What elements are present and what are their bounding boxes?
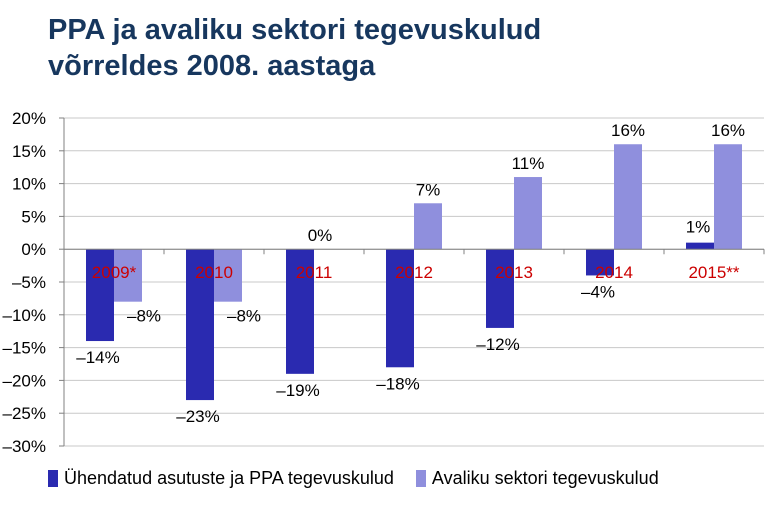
y-tick-label: 5% (21, 207, 46, 226)
legend-swatch-series-2 (415, 470, 426, 487)
data-label-series-2-2015**: 16% (711, 121, 745, 140)
bar-series-2-2014 (614, 144, 642, 250)
y-tick-label: 0% (21, 240, 46, 259)
y-tick-label: 15% (12, 142, 46, 161)
y-tick-label: –30% (3, 437, 46, 456)
legend-item-series-1: Ühendatud asutuste ja PPA tegevuskulud (48, 468, 394, 489)
y-tick-label: –5% (12, 273, 46, 292)
legend-label-series-1: Ühendatud asutuste ja PPA tegevuskulud (64, 468, 394, 488)
data-label-series-2-2010: –8% (227, 307, 261, 326)
data-label-series-1-2009*: –14% (76, 348, 119, 367)
chart-title: PPA ja avaliku sektori tegevuskulud võrr… (48, 12, 748, 84)
data-label-series-1-2012: –18% (376, 374, 419, 393)
y-tick-label: –25% (3, 404, 46, 423)
bar-series-1-2014 (586, 249, 614, 276)
chart-title-line-1: PPA ja avaliku sektori tegevuskulud (48, 14, 542, 46)
bar-series-1-2015** (686, 242, 714, 250)
x-category-label-2011: 2011 (296, 263, 333, 282)
x-category-label-2012: 2012 (395, 263, 433, 282)
data-label-series-2-2009*: –8% (127, 307, 161, 326)
data-label-series-2-2012: 7% (416, 180, 441, 199)
data-label-series-2-2013: 11% (512, 154, 545, 173)
data-label-series-1-2011: –19% (276, 381, 319, 400)
data-label-series-1-2015**: 1% (686, 218, 711, 237)
bar-chart: 20% 15% 10% 5% 0% –5% –10% –15% –20% –25% –30% –14%… (3, 109, 765, 456)
data-label-series-1-2013: –12% (476, 335, 519, 354)
y-tick-label: –10% (3, 306, 46, 325)
x-category-label-2010: 2010 (195, 263, 233, 282)
bar-series-1-2011 (286, 249, 314, 374)
y-tick-label: –15% (3, 339, 46, 358)
bar-series-2-2012 (414, 203, 442, 250)
bar-series-2-2010 (214, 249, 242, 302)
data-label-series-2-2011: 0% (308, 226, 333, 245)
bar-series-1-2013 (486, 249, 514, 328)
x-category-label-2009*: 2009* (92, 263, 137, 282)
y-tick-label: –20% (3, 371, 46, 390)
data-label-series-1-2010: –23% (176, 407, 219, 426)
x-category-label-2015**: 2015** (688, 263, 739, 282)
bar-series-1-2009* (86, 249, 114, 342)
legend-label-series-2: Avaliku sektori tegevuskulud (431, 468, 659, 488)
bars (86, 144, 742, 401)
bar-series-2-2015** (714, 144, 742, 250)
y-tick-label: 20% (12, 109, 46, 128)
data-label-series-1-2014: –4% (581, 282, 615, 301)
axes (59, 117, 765, 447)
data-label-series-2-2014: 16% (611, 121, 645, 140)
x-category-label-2014: 2014 (595, 263, 633, 282)
y-tick-label: 10% (12, 175, 46, 194)
legend-item-series-2: Avaliku sektori tegevuskulud (415, 468, 659, 489)
chart-title-line-2: võrreldes 2008. aastaga (48, 50, 376, 82)
bar-series-2-2009* (114, 249, 142, 302)
bar-series-2-2013 (514, 177, 542, 250)
bar-series-1-2010 (186, 249, 214, 401)
chart-legend: Ühendatud asutuste ja PPA tegevuskulud A… (48, 468, 681, 489)
labels: 20% 15% 10% 5% 0% –5% –10% –15% –20% –25% –30% –14%… (3, 109, 746, 456)
legend-swatch-series-1 (48, 470, 58, 487)
bar-series-1-2012 (386, 249, 414, 368)
x-category-label-2013: 2013 (495, 263, 533, 282)
